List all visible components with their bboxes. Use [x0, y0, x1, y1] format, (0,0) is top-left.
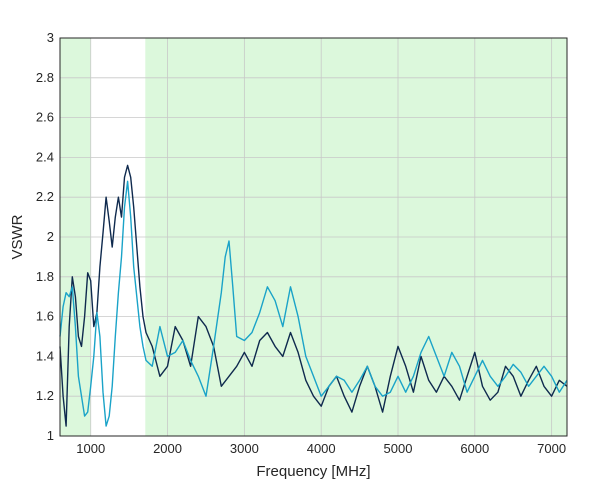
y-tick-label: 2 [47, 229, 54, 244]
x-axis-title: Frequency [MHz] [256, 463, 370, 480]
x-tick-label: 7000 [537, 441, 566, 456]
y-axis-title: VSWR [9, 214, 26, 259]
series-line-2 [59, 180, 568, 427]
x-tick-label: 5000 [384, 441, 413, 456]
y-tick-label: 1 [47, 428, 54, 443]
y-tick-label: 2.6 [36, 110, 54, 125]
series-lines [59, 164, 568, 427]
series-line-1 [59, 164, 568, 427]
x-tick-labels: 1000 2000 3000 4000 5000 6000 7000 [76, 441, 566, 456]
y-tick-labels: 1 1.2 1.4 1.6 1.8 2 2.2 2.4 2.6 2.8 3 [36, 30, 54, 443]
y-tick-label: 1.8 [36, 269, 54, 284]
y-tick-label: 2.2 [36, 189, 54, 204]
x-tick-label: 3000 [230, 441, 259, 456]
y-tick-label: 1.6 [36, 309, 54, 324]
plot-frame [59, 37, 568, 437]
y-tick-label: 2.4 [36, 149, 54, 164]
x-tick-label: 2000 [153, 441, 182, 456]
x-tick-label: 4000 [307, 441, 336, 456]
y-tick-label: 3 [47, 30, 54, 45]
y-tick-label: 1.4 [36, 348, 54, 363]
y-tick-label: 2.8 [36, 70, 54, 85]
x-tick-label: 6000 [460, 441, 489, 456]
y-tick-label: 1.2 [36, 388, 54, 403]
x-tick-label: 1000 [76, 441, 105, 456]
